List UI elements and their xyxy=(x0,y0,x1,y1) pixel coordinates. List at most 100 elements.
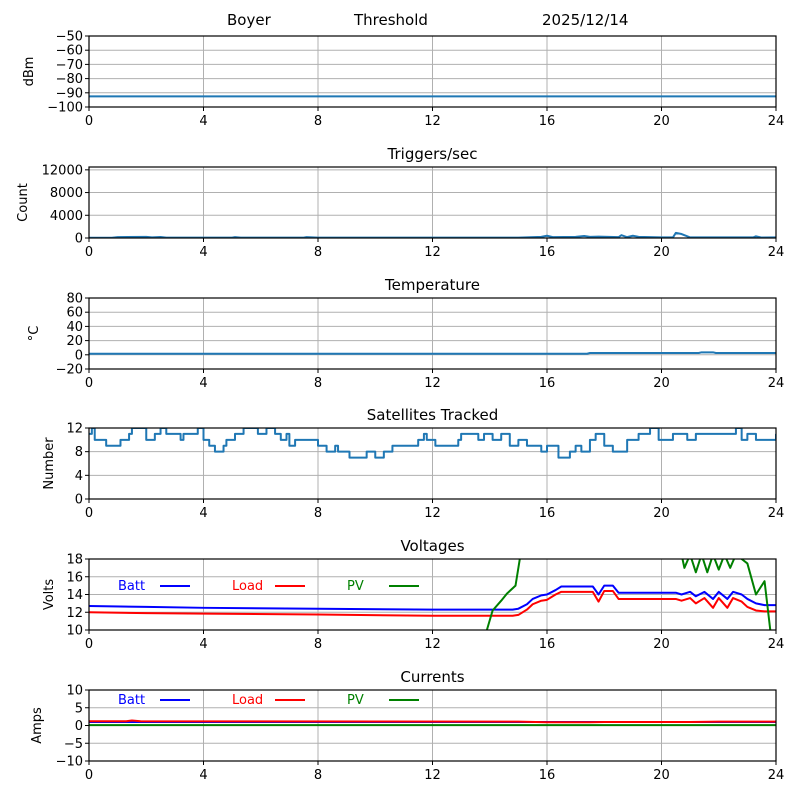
x-tick-label: 24 xyxy=(768,376,785,391)
y-tick-label: 4000 xyxy=(50,209,83,224)
x-tick-label: 24 xyxy=(768,637,785,652)
y-tick-label: 10 xyxy=(66,684,83,699)
legend-label-batt: Batt xyxy=(118,693,145,708)
chart-title: Temperature xyxy=(384,276,480,294)
chart-title: Currents xyxy=(400,668,464,686)
legend-label-load: Load xyxy=(232,579,263,594)
x-tick-label: 12 xyxy=(424,114,441,129)
x-tick-label: 12 xyxy=(424,506,441,521)
x-tick-label: 0 xyxy=(85,245,93,260)
x-tick-label: 8 xyxy=(314,506,322,521)
header-site: Boyer xyxy=(227,11,271,29)
x-tick-label: 24 xyxy=(768,245,785,260)
y-axis-label: Number xyxy=(42,437,57,490)
x-tick-label: 16 xyxy=(539,376,556,391)
legend-label-batt: Batt xyxy=(118,579,145,594)
header-date: 2025/12/14 xyxy=(542,11,629,29)
chart-3: 0 4 8 12 16 20 24 12 8 4 0 Satellites Tracked Number xyxy=(42,406,784,521)
axes-frame xyxy=(88,689,777,762)
y-tick-label: −5 xyxy=(64,737,83,752)
chart-5: 0 4 8 12 16 20 24 10 5 0 −5 −10 Batt Load PV Currents Am… xyxy=(30,668,784,783)
y-axis-label: Count xyxy=(16,183,31,222)
legend-label-load: Load xyxy=(232,693,263,708)
legend-label-pv: PV xyxy=(347,693,364,708)
x-tick-label: 16 xyxy=(539,768,556,783)
x-tick-label: 8 xyxy=(314,376,322,391)
series-line-load xyxy=(89,719,776,724)
y-tick-label: 0 xyxy=(75,719,83,734)
x-tick-label: 16 xyxy=(539,506,556,521)
x-tick-label: 4 xyxy=(199,245,207,260)
series-line-batt xyxy=(89,584,776,611)
y-tick-label: −10 xyxy=(56,755,83,770)
x-tick-label: 4 xyxy=(199,506,207,521)
series-line-pv xyxy=(485,559,772,630)
x-tick-label: 0 xyxy=(85,768,93,783)
x-tick-label: 12 xyxy=(424,376,441,391)
y-tick-label: −100 xyxy=(47,101,83,116)
x-tick-label: 20 xyxy=(653,245,670,260)
y-tick-label: 0 xyxy=(75,348,83,363)
series-line-load xyxy=(89,589,776,617)
axes-frame xyxy=(88,558,777,631)
x-tick-label: 8 xyxy=(314,768,322,783)
x-tick-label: 24 xyxy=(768,506,785,521)
chart-4: 0 4 8 12 16 20 24 18 16 14 12 10 Batt Load PV Voltages V… xyxy=(42,537,784,652)
y-tick-label: 0 xyxy=(75,493,83,508)
y-tick-label: 18 xyxy=(66,553,83,568)
x-tick-label: 20 xyxy=(653,376,670,391)
y-axis-label: dBm xyxy=(22,57,37,87)
y-tick-label: −80 xyxy=(56,72,83,87)
y-tick-label: 40 xyxy=(66,320,83,335)
x-tick-label: 16 xyxy=(539,114,556,129)
y-tick-label: 0 xyxy=(75,232,83,247)
axes-frame xyxy=(88,35,777,108)
x-tick-label: 4 xyxy=(199,114,207,129)
chart-title: Voltages xyxy=(400,537,464,555)
y-tick-label: 8000 xyxy=(50,186,83,201)
x-tick-label: 12 xyxy=(424,637,441,652)
y-tick-label: 20 xyxy=(66,334,83,349)
x-tick-label: 12 xyxy=(424,245,441,260)
series-line-temperature xyxy=(89,351,776,355)
chart-title: Satellites Tracked xyxy=(367,406,498,424)
x-tick-label: 12 xyxy=(424,768,441,783)
y-tick-label: −70 xyxy=(56,58,83,73)
y-tick-label: 16 xyxy=(66,570,83,585)
series-line-satellites xyxy=(89,428,776,459)
x-tick-label: 16 xyxy=(539,637,556,652)
x-tick-label: 4 xyxy=(199,376,207,391)
x-tick-label: 8 xyxy=(314,637,322,652)
header-mode: Threshold xyxy=(354,11,428,29)
x-tick-label: 4 xyxy=(199,637,207,652)
x-tick-label: 20 xyxy=(653,637,670,652)
chart-title: Triggers/sec xyxy=(387,145,478,163)
axes-frame xyxy=(88,166,777,239)
y-tick-label: 12 xyxy=(66,422,83,437)
x-tick-label: 0 xyxy=(85,114,93,129)
chart-0: 0 4 8 12 16 20 24 −50−60−70−80−90−100 dBm xyxy=(22,30,784,130)
y-tick-label: 60 xyxy=(66,306,83,321)
y-axis-label: Volts xyxy=(42,579,57,611)
x-tick-label: 8 xyxy=(314,114,322,129)
x-tick-label: 20 xyxy=(653,768,670,783)
y-axis-label: Amps xyxy=(30,707,45,744)
y-tick-label: 14 xyxy=(66,588,83,603)
y-axis-label: °C xyxy=(27,326,42,342)
y-tick-label: −20 xyxy=(56,363,83,378)
y-tick-label: 8 xyxy=(75,445,83,460)
y-tick-label: −50 xyxy=(56,30,83,45)
x-tick-label: 20 xyxy=(653,114,670,129)
x-tick-label: 24 xyxy=(768,768,785,783)
y-tick-label: −60 xyxy=(56,44,83,59)
chart-1: 0 4 8 12 16 20 24 12000 8000 4000 0 Triggers/sec Cou… xyxy=(16,145,784,260)
x-tick-label: 8 xyxy=(314,245,322,260)
y-tick-label: 10 xyxy=(66,624,83,639)
y-tick-label: 5 xyxy=(75,701,83,716)
x-tick-label: 24 xyxy=(768,114,785,129)
y-tick-label: 12 xyxy=(66,606,83,621)
x-tick-label: 0 xyxy=(85,637,93,652)
axes-frame xyxy=(88,427,777,500)
